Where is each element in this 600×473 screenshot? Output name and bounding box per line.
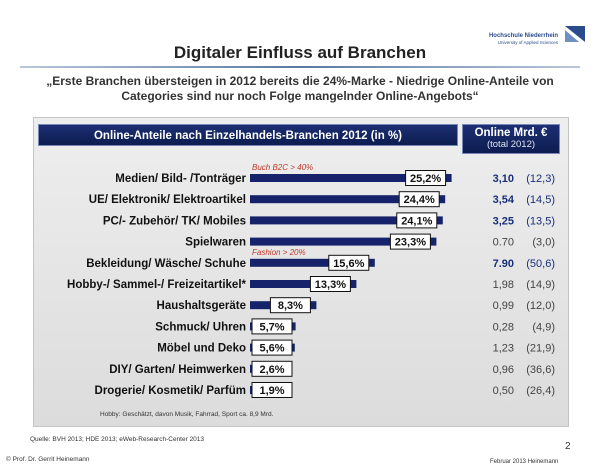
online-total: (50,6) (526, 258, 555, 270)
online-value: 3,54 (493, 194, 515, 206)
chart-annotation: Fashion > 20% (252, 248, 306, 257)
data-label: 1,9% (259, 385, 284, 397)
online-value: 3,25 (493, 215, 514, 227)
online-value: 0,99 (493, 300, 514, 312)
bar (250, 280, 357, 288)
category-label: Hobby-/ Sammel-/ Freizeitartikel* (67, 279, 246, 291)
page-number: 2 (565, 441, 571, 452)
online-value: 0,96 (493, 364, 514, 376)
online-total: (26,4) (526, 385, 555, 397)
data-label: 23,3% (395, 237, 426, 249)
online-value: 0.70 (493, 237, 514, 249)
bar (250, 195, 446, 204)
data-label: 5,7% (259, 321, 284, 333)
data-label: 24,1% (401, 215, 432, 227)
bar (250, 237, 437, 246)
slide-subtitle: „Erste Branchen übersteigen in 2012 bere… (46, 74, 554, 103)
data-label-box (269, 297, 311, 314)
online-total: (14,9) (526, 279, 555, 291)
category-label: DIY/ Garten/ Heimwerken (109, 364, 246, 376)
data-label-box (251, 360, 293, 377)
category-label: Medien/ Bild- /Tonträger (115, 173, 246, 185)
data-label-box (389, 233, 431, 250)
online-column-header-label: Online Mrd. € (474, 127, 548, 139)
data-label: 15,6% (333, 258, 364, 270)
online-total: (4,9) (532, 321, 555, 333)
online-value: 3,10 (493, 173, 514, 185)
category-label: UE/ Elektronik/ Elektroartikel (89, 194, 246, 206)
logo-tagline: University of Applied Sciences (497, 40, 558, 45)
data-label-box (328, 254, 370, 271)
online-total: (12,3) (526, 173, 555, 185)
bar (250, 216, 443, 225)
data-label-box (251, 339, 293, 356)
bar (250, 174, 452, 182)
online-value: 7.90 (493, 258, 514, 270)
bar (250, 258, 375, 267)
data-label: 2,6% (259, 364, 284, 376)
slide-date: Februar 2013 Heinemann (490, 459, 559, 465)
online-value: 1,98 (493, 279, 514, 291)
data-label: 5,6% (259, 343, 284, 355)
title-divider (20, 66, 580, 68)
data-label-box (251, 318, 293, 335)
category-label: Schmuck/ Uhren (155, 321, 246, 333)
online-value: 1,23 (493, 343, 514, 355)
online-total: (21,9) (526, 343, 555, 355)
online-total: (36,6) (526, 364, 555, 376)
category-label: Drogerie/ Kosmetik/ Parfüm (95, 385, 246, 397)
category-label: Spielwaren (185, 237, 246, 249)
chart-footnote: Hobby: Geschätzt, davon Musik, Fahrrad, … (100, 411, 274, 418)
chart-panel (33, 117, 569, 427)
data-label: 8,3% (278, 300, 303, 312)
logo-name: Hochschule Niederrhein (488, 33, 558, 39)
data-label-box (396, 212, 438, 229)
online-total: (3,0) (532, 237, 555, 249)
online-value: 0,28 (493, 321, 514, 333)
online-value: 0,50 (493, 385, 514, 397)
data-label-box (398, 191, 440, 208)
hochschule-logo-icon (565, 26, 585, 42)
online-total: (12,0) (526, 300, 555, 312)
data-label-box (251, 382, 293, 398)
data-label: 13,3% (315, 279, 346, 291)
category-label: Bekleidung/ Wäsche/ Schuhe (86, 258, 246, 270)
category-label: PC/- Zubehör/ TK/ Mobiles (103, 215, 246, 227)
online-total: (13,5) (526, 215, 555, 227)
category-label: Haushaltsgeräte (157, 300, 246, 312)
data-label-box (309, 276, 351, 292)
data-label-box (405, 170, 447, 186)
data-label: 24,4% (404, 194, 435, 206)
source-note: Quelle: BVH 2013; HDE 2013; eWeb-Researc… (30, 436, 205, 443)
online-column-header-sub: (total 2012) (486, 139, 536, 150)
online-column-header: Online Mrd. € (total 2012) (462, 124, 560, 154)
data-label: 25,2% (410, 173, 441, 185)
chart-annotation: Buch B2C > 40% (252, 163, 313, 172)
category-label: Möbel und Deko (157, 343, 246, 355)
slide-title: Digitaler Einfluss auf Branchen (173, 43, 427, 62)
copyright-note: © Prof. Dr. Gerrit Heinemann (6, 456, 90, 463)
online-total: (14,5) (526, 194, 555, 206)
chart-title: Online-Anteile nach Einzelhandels-Branch… (38, 124, 458, 146)
